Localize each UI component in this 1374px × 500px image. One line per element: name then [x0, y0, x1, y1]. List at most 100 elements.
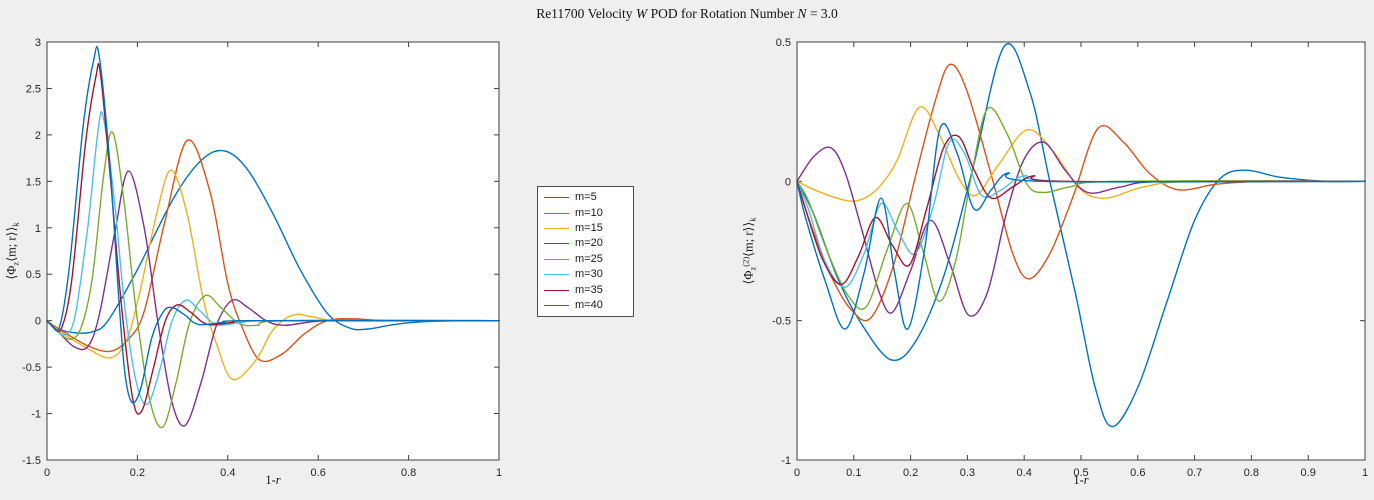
right-ylabel: ⟨Φz(2)⟨m; r⟩⟩k: [741, 217, 758, 284]
series-line-m=5: [46, 149, 500, 334]
series-line-m=10: [796, 63, 1366, 322]
label-segment: 1-: [265, 473, 276, 487]
series-line-m=25: [796, 106, 1366, 311]
legend-label: m=20: [575, 237, 603, 250]
legend-entry: m=20: [538, 236, 633, 251]
legend-line-sample: [544, 274, 569, 276]
axes-box: [46, 41, 500, 461]
x-tick-label: 0.6: [311, 467, 326, 479]
label-segment: W: [635, 6, 648, 21]
x-tick-label: 0.6: [1130, 467, 1145, 479]
label-segment: ⟨Φ: [741, 270, 756, 285]
legend-entry: m=15: [538, 221, 633, 236]
left-plot: 0 0.2 0.4 0.6 0.8 1 3 2.5 2 1.5 1 0.5 0 -0.5 -1 -1.5: [22, 37, 502, 479]
y-tick-label: -1.5: [22, 455, 41, 467]
label-segment: k: [10, 222, 21, 227]
y-tick-label: 0.5: [26, 269, 41, 281]
legend-entry: m=25: [538, 252, 633, 267]
plot-background: [797, 42, 1365, 460]
y-tick-label: 0.5: [776, 37, 791, 49]
x-tick-label: 0.4: [1017, 467, 1032, 479]
x-tick-label: 0: [794, 467, 800, 479]
x-tick-label: 0.2: [903, 467, 918, 479]
series-curves: [796, 43, 1366, 428]
axes-box: [796, 41, 1366, 461]
series-line-m=10: [46, 139, 500, 363]
y-tick-label: -0.5: [22, 362, 41, 374]
series-line-m=20: [46, 170, 500, 427]
legend-label: m=35: [575, 283, 603, 296]
series-line-m=40: [796, 123, 1366, 330]
x-tick-label: 0: [44, 467, 50, 479]
series-curves: [46, 45, 500, 429]
y-tick-label: -1: [31, 409, 41, 421]
series-line-m=35: [796, 134, 1366, 286]
legend-label: m=5: [575, 191, 597, 204]
legend-line-sample: [544, 212, 569, 214]
label-segment: r: [1083, 473, 1089, 487]
series-line-m=30: [46, 111, 500, 406]
legend-entry: m=10: [538, 205, 633, 220]
right-xlabel: 1-r: [1073, 473, 1088, 488]
legend-line-sample: [544, 258, 569, 260]
label-segment: z: [10, 261, 21, 266]
series-line-m=5: [796, 43, 1366, 428]
legend-line-sample: [544, 197, 569, 199]
x-tick-label: 0.3: [960, 467, 975, 479]
series-line-m=35: [46, 63, 500, 415]
label-segment: N: [797, 6, 807, 21]
tick-labels: 0 0.1 0.2 0.3 0.4 0.5 0.6 0.7 0.8 0.9 1 0.5 0 -0.5 -1: [772, 37, 1368, 479]
legend-entry: m=5: [538, 190, 633, 205]
series-line-m=20: [796, 141, 1366, 317]
series-line-m=30: [796, 138, 1366, 288]
label-segment: ⟨m; r⟩⟩: [4, 226, 19, 262]
legend: m=5 m=10 m=15 m=20 m=25 m=30 m=35 m=40: [537, 186, 634, 318]
legend-label: m=10: [575, 206, 603, 219]
x-tick-label: 1: [1362, 467, 1368, 479]
tick-labels: 0 0.2 0.4 0.6 0.8 1 3 2.5 2 1.5 1 0.5 0 -0.5 -1 -1.5: [22, 37, 502, 479]
label-segment: ⟨Φ: [4, 265, 19, 280]
right-plot: 0 0.1 0.2 0.3 0.4 0.5 0.6 0.7 0.8 0.9 1 0.5 0 -0.5 -1: [772, 37, 1368, 479]
x-tick-label: 0.5: [1073, 467, 1088, 479]
y-tick-label: 1.5: [26, 176, 41, 188]
y-tick-label: -0.5: [772, 316, 791, 328]
x-tick-label: 0.9: [1301, 467, 1316, 479]
legend-line-sample: [544, 227, 569, 229]
label-segment: Re11700 Velocity: [536, 6, 636, 21]
series-line-m=40: [46, 45, 500, 404]
plot-background: [47, 42, 499, 460]
x-tick-label: 0.8: [1244, 467, 1259, 479]
label-segment: = 3.0: [806, 6, 838, 21]
label-segment: ⟨m; r⟩⟩: [741, 221, 756, 257]
y-tick-label: 0: [785, 176, 791, 188]
series-line-m=15: [46, 169, 500, 381]
x-tick-label: 0.1: [846, 467, 861, 479]
y-tick-label: 0: [35, 316, 41, 328]
legend-entry: m=30: [538, 267, 633, 282]
legend-label: m=25: [575, 252, 603, 265]
y-tick-label: 2.5: [26, 83, 41, 95]
series-line-m=15: [796, 106, 1366, 202]
y-tick-label: 1: [35, 223, 41, 235]
legend-line-sample: [544, 243, 569, 245]
left-ylabel: ⟨Φz⟨m; r⟩⟩k: [4, 222, 21, 279]
label-segment: k: [747, 217, 758, 222]
legend-label: m=30: [575, 268, 603, 281]
label-segment: 1-: [1073, 473, 1084, 487]
label-segment: z: [747, 266, 758, 271]
legend-line-sample: [544, 289, 569, 291]
x-tick-label: 0.7: [1187, 467, 1202, 479]
legend-label: m=40: [575, 298, 603, 311]
left-xlabel: 1-r: [265, 473, 280, 488]
label-segment: r: [275, 473, 281, 487]
y-tick-label: 2: [35, 130, 41, 142]
figure-title: Re11700 Velocity W POD for Rotation Numb…: [0, 6, 1374, 22]
legend-entry: m=35: [538, 282, 633, 297]
series-line-m=25: [46, 131, 500, 429]
x-tick-label: 0.4: [220, 467, 235, 479]
y-tick-label: 3: [35, 37, 41, 49]
x-tick-label: 0.2: [130, 467, 145, 479]
label-segment: POD for Rotation Number: [647, 6, 798, 21]
